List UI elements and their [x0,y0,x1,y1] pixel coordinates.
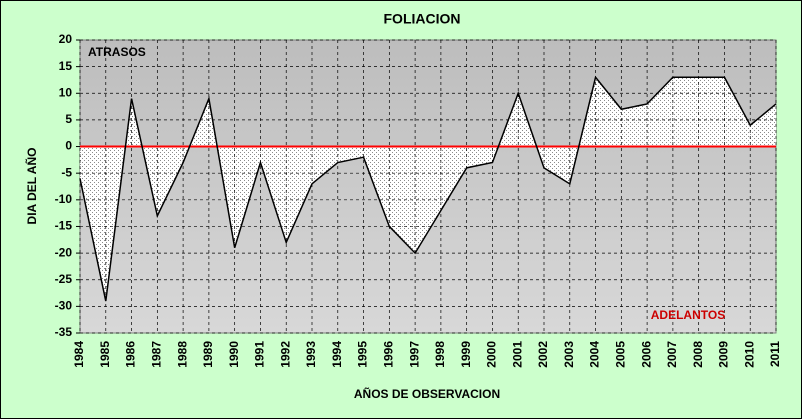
y-tick-label: -15 [55,219,73,233]
y-tick-label: 0 [65,139,72,153]
x-tick-label: 1989 [201,341,215,368]
y-tick-label: 20 [59,32,73,46]
x-axis-label: AÑOS DE OBSERVACION [354,386,500,401]
x-tick-label: 1997 [407,341,421,368]
x-tick-label: 2007 [665,341,679,368]
x-tick-label: 1995 [356,341,370,368]
x-tick-label: 2006 [639,341,653,368]
y-tick-label: -35 [55,325,73,339]
x-tick-label: 2011 [768,341,782,367]
x-tick-label: 2008 [691,341,705,368]
x-tick-label: 1986 [124,341,138,368]
x-tick-label: 2004 [588,341,602,368]
x-tick-label: 1990 [227,341,241,368]
y-tick-label: -10 [55,192,73,206]
x-tick-label: 2001 [510,341,524,368]
x-tick-label: 2005 [614,341,628,368]
y-tick-label: 10 [59,85,73,99]
y-tick-label: 5 [65,112,72,126]
x-tick-label: 1999 [459,341,473,368]
chart-title: FOLIACION [384,11,461,27]
x-tick-label: 2002 [536,341,550,368]
x-tick-label: 2000 [485,341,499,368]
y-tick-label: -30 [55,299,73,313]
x-tick-label: 1998 [433,341,447,368]
x-tick-label: 2009 [717,341,731,368]
y-tick-label: -20 [55,245,73,259]
y-axis-label: DIA DEL AÑO [24,148,39,225]
data-line [79,75,777,302]
x-tick-label: 1987 [150,341,164,368]
annotation: ADELANTOS [651,308,725,322]
x-tick-label: 1992 [278,341,292,368]
x-tick-label: 1988 [175,341,189,368]
y-tick-label: -5 [61,165,72,179]
x-tick-label: 2003 [562,341,576,368]
area-fill [80,77,776,302]
x-tick-label: 1984 [72,341,86,368]
y-tick-label: -25 [55,272,73,286]
annotation: ATRASOS [88,45,146,59]
x-tick-label: 2010 [742,341,756,368]
x-tick-label: 1993 [304,341,318,368]
x-tick-label: 1996 [382,341,396,368]
x-tick-label: 1991 [253,341,267,368]
y-tick-label: 15 [59,59,73,73]
x-tick-label: 1985 [98,341,112,368]
x-tick-label: 1994 [330,341,344,368]
